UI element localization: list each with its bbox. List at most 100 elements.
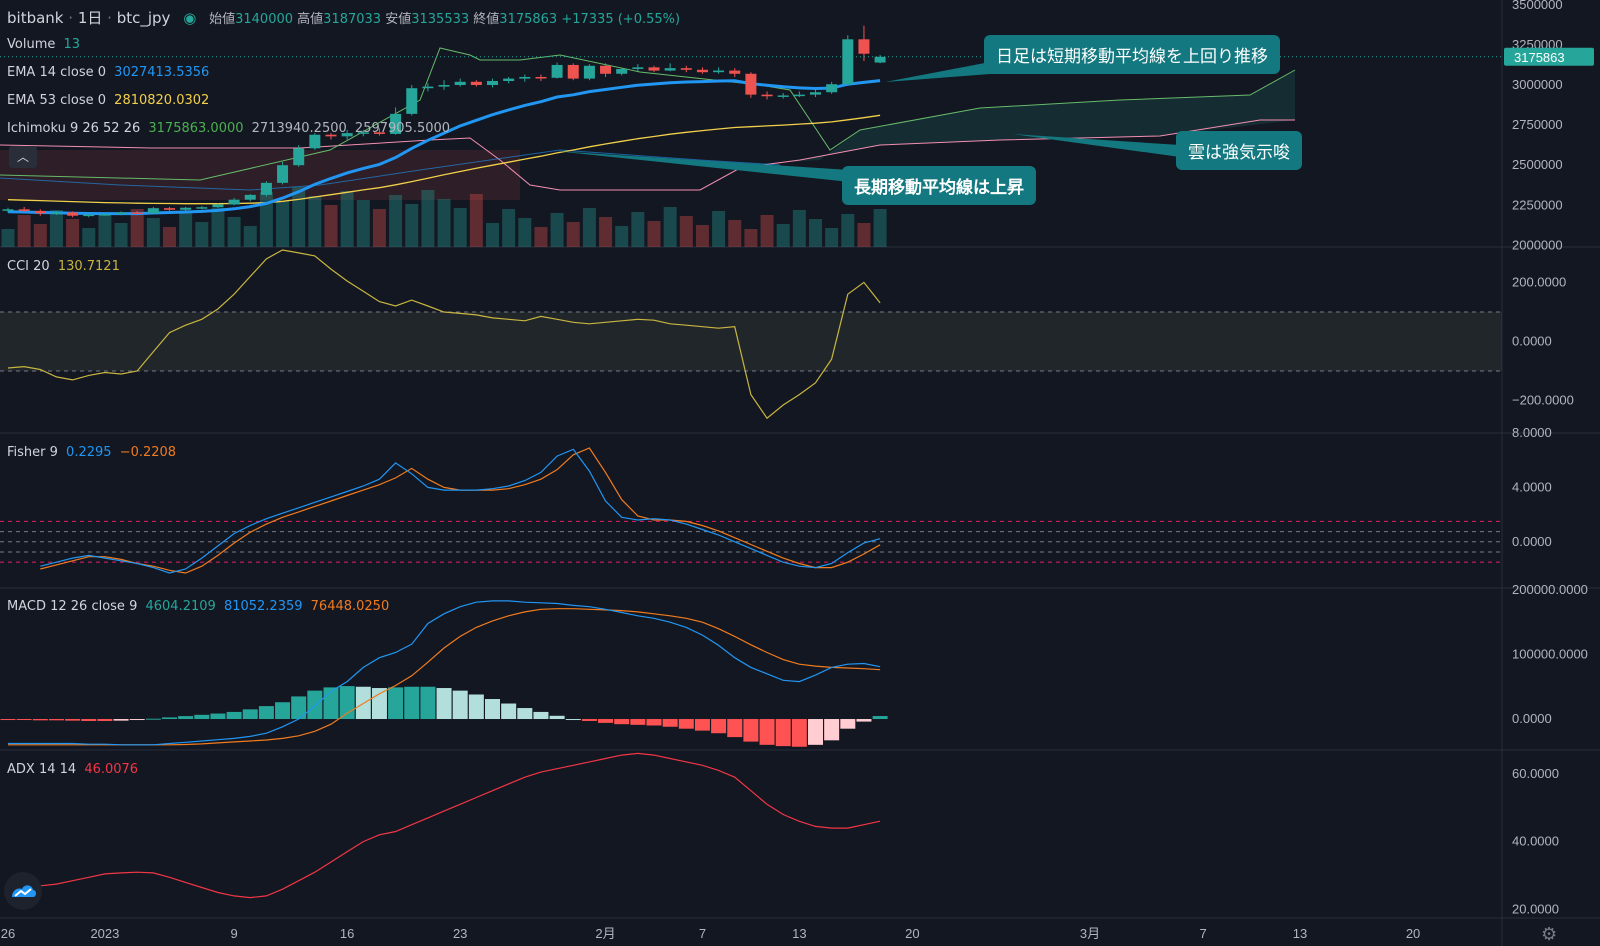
macd-histogram-bar — [646, 719, 662, 726]
logo-icon — [12, 885, 36, 897]
macd-histogram-bar — [808, 719, 823, 745]
x-axis-tick: 13 — [1293, 926, 1307, 941]
macd-pane[interactable] — [0, 600, 888, 747]
macd-histogram-bar — [662, 719, 678, 727]
macd-histogram-bar — [436, 688, 452, 720]
gear-icon[interactable]: ⚙ — [1541, 924, 1558, 945]
legend-macd[interactable]: MACD 12 26 close 9 4604.2109 81052.2359 … — [7, 599, 393, 614]
volume-bar — [179, 213, 193, 247]
x-axis-tick: 26 — [1, 926, 15, 941]
legend-volume[interactable]: Volume 13 — [7, 37, 84, 52]
volume-bar — [17, 215, 31, 247]
candle-body — [713, 70, 725, 73]
legend-adx[interactable]: ADX 14 14 46.0076 — [7, 762, 142, 777]
candle-body — [212, 204, 224, 208]
legend-ichimoku-v3: 2597905.5000 — [354, 121, 451, 136]
candle-body — [277, 165, 289, 183]
collapse-legend-button[interactable]: ︿ — [9, 146, 37, 168]
candle-body — [373, 132, 385, 134]
fisher-trigger-line — [40, 447, 881, 574]
volume-bar — [146, 218, 160, 247]
fisher-pane[interactable] — [0, 447, 1502, 574]
candle-body — [551, 64, 563, 78]
volume-bar — [243, 226, 257, 247]
candle-body — [325, 134, 337, 137]
candle-body — [18, 209, 30, 211]
macd-histogram-bar — [388, 687, 404, 720]
volume-bar — [728, 220, 742, 247]
macd-histogram-bar — [275, 702, 291, 720]
candle-body — [696, 69, 708, 73]
legend-ema53[interactable]: EMA 53 close 0 2810820.0302 — [7, 93, 213, 108]
exchange-name[interactable]: bitbank — [7, 9, 64, 27]
macd-histogram-bar — [371, 688, 387, 720]
callout-long-ma[interactable]: 長期移動平均線は上昇 — [842, 166, 1036, 205]
x-axis-tick: 2023 — [90, 926, 119, 941]
volume-bar — [308, 196, 322, 247]
adx-line — [8, 752, 881, 899]
macd-histogram-bar — [598, 719, 614, 723]
callout-long-ma-pointer — [555, 151, 850, 182]
volume-bar — [1, 229, 15, 247]
interval-label[interactable]: 1日 — [77, 9, 103, 27]
candle-body — [648, 67, 660, 71]
macd-histogram-bar — [581, 719, 597, 721]
close-label: 終値 — [473, 12, 500, 27]
fisher-axis-tick: 4.0000 — [1512, 479, 1552, 494]
macd-histogram-bar — [162, 717, 177, 720]
volume-bar — [372, 209, 386, 247]
volume-bar — [49, 210, 63, 247]
adx-pane[interactable] — [8, 752, 881, 899]
adx-axis-tick: 20.0000 — [1512, 902, 1559, 917]
candle-body — [664, 68, 676, 71]
macd-histogram-bar — [791, 719, 807, 747]
legend-fisher-name: Fisher 9 — [7, 445, 58, 460]
macd-histogram-bar — [404, 686, 420, 720]
candle-body — [470, 81, 482, 86]
legend-fisher[interactable]: Fisher 9 0.2295 −0.2208 — [7, 445, 180, 460]
candle-body — [745, 73, 757, 95]
macd-histogram-bar — [614, 719, 630, 725]
tradingview-logo[interactable] — [4, 872, 42, 910]
candle-body — [777, 95, 789, 97]
candle-body — [600, 65, 612, 74]
volume-bar — [324, 205, 338, 247]
symbol-header[interactable]: bitbank · 1日 · btc_jpy ◉ 始値3140000 高値318… — [7, 9, 681, 27]
candle-body — [2, 209, 14, 211]
macd-histogram-bar — [307, 690, 323, 720]
macd-histogram-bar — [775, 719, 791, 747]
cci-pane[interactable] — [0, 249, 1502, 420]
callout-short-ma[interactable]: 日足は短期移動平均線を上回り推移 — [984, 35, 1280, 74]
x-axis-tick: 9 — [230, 926, 237, 941]
legend-macd-signal: 76448.0250 — [310, 599, 390, 614]
legend-macd-macd: 81052.2359 — [223, 599, 303, 614]
volume-bar — [211, 208, 225, 247]
x-axis-tick: 20 — [1406, 926, 1420, 941]
macd-histogram-bar — [81, 719, 97, 721]
volume-bar — [647, 221, 661, 247]
low-value: 3135533 — [411, 12, 470, 27]
price-axis-tick: 2250000 — [1512, 197, 1563, 212]
candle-body — [567, 64, 579, 79]
volume-bar — [130, 209, 144, 247]
volume-bar — [566, 222, 580, 247]
callout-cloud[interactable]: 雲は強気示唆 — [1176, 131, 1302, 170]
macd-histogram-bar — [759, 719, 775, 745]
symbol-name[interactable]: btc_jpy — [116, 9, 171, 27]
candle-body — [228, 199, 240, 205]
legend-ema14[interactable]: EMA 14 close 0 3027413.5356 — [7, 65, 213, 80]
volume-bar — [841, 214, 855, 247]
macd-histogram-bar — [32, 719, 48, 721]
volume-bar — [356, 200, 370, 247]
price-pane[interactable] — [0, 25, 1502, 247]
candle-body — [438, 85, 450, 87]
ema53-line — [7, 114, 881, 205]
macd-histogram-bar — [291, 696, 307, 720]
legend-cci-value: 130.7121 — [57, 259, 120, 274]
legend-ichimoku[interactable]: Ichimoku 9 26 52 26 3175863.0000 2713940… — [7, 121, 454, 136]
open-value: 3140000 — [235, 12, 294, 27]
legend-ichimoku-v1: 3175863.0000 — [148, 121, 244, 136]
legend-cci[interactable]: CCI 20 130.7121 — [7, 259, 124, 274]
